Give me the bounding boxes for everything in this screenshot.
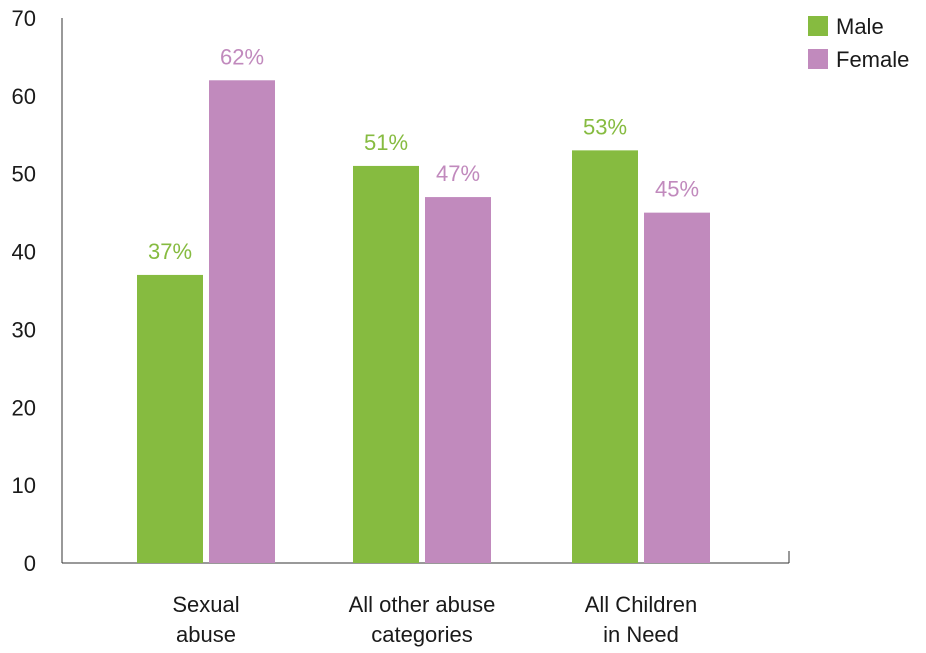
legend-label-female: Female (836, 47, 909, 72)
bars-group (137, 80, 710, 564)
data-labels-group: 37% 62% 51% 47% 53% 45% (148, 44, 699, 264)
category-label: in Need (603, 622, 679, 647)
data-label-male: 51% (364, 130, 408, 155)
data-label-female: 45% (655, 177, 699, 202)
category-label: All other abuse (349, 592, 496, 617)
y-tick-label: 70 (12, 6, 36, 31)
bar-male (572, 150, 638, 563)
category-label: abuse (176, 622, 236, 647)
legend-label-male: Male (836, 14, 884, 39)
bar-female (644, 212, 710, 563)
category-labels-group: Sexual abuse All other abuse categories All … (172, 592, 697, 647)
y-tick-label: 40 (12, 240, 36, 265)
category-label: categories (371, 622, 473, 647)
data-label-female: 62% (220, 44, 264, 69)
y-tick-label: 0 (24, 551, 36, 576)
bar-female (425, 197, 491, 564)
bar-male (137, 274, 203, 563)
data-label-male: 37% (148, 239, 192, 264)
data-label-female: 47% (436, 161, 480, 186)
y-tick-label: 50 (12, 162, 36, 187)
bar-male (353, 165, 419, 563)
y-axis: 0 10 20 30 40 50 60 70 (12, 6, 63, 576)
category-label: All Children (585, 592, 698, 617)
y-tick-label: 10 (12, 473, 36, 498)
y-tick-label: 60 (12, 84, 36, 109)
y-tick-label: 30 (12, 317, 36, 342)
bar-female (209, 80, 275, 564)
category-label: Sexual (172, 592, 239, 617)
legend-swatch-male (808, 16, 828, 36)
legend: Male Female (808, 14, 909, 72)
data-label-male: 53% (583, 114, 627, 139)
y-tick-label: 20 (12, 395, 36, 420)
legend-swatch-female (808, 49, 828, 69)
